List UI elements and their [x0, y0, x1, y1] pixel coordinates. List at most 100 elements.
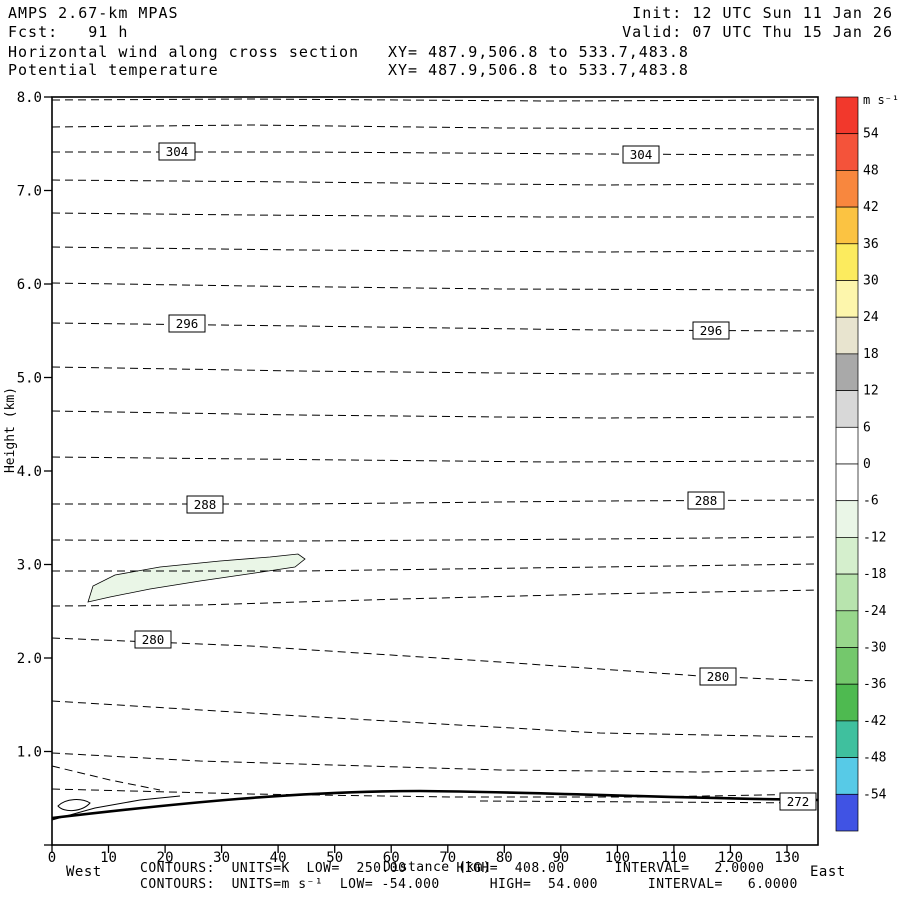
colorbar-labels: m s⁻¹ 54 48 42 36 30 24 18 12 6 0 -6 -12…	[863, 93, 899, 802]
colorbar-tick: -42	[863, 714, 886, 729]
colorbar-cell	[835, 133, 859, 171]
contour-info-wind: CONTOURS: UNITS=m s⁻¹ LOW= -54.000 HIGH=…	[140, 877, 798, 892]
contour-label-text: 304	[630, 147, 653, 162]
colorbar-cell	[835, 647, 859, 685]
x-tick-label: 20	[157, 850, 174, 866]
contour-label-text: 280	[707, 669, 730, 684]
contour-label: 304	[622, 145, 660, 164]
field-name-theta: Potential temperature	[8, 61, 219, 79]
colorbar-tick: -36	[863, 677, 886, 692]
contour-label: 304	[158, 142, 196, 161]
colorbar-cell	[835, 793, 859, 832]
y-tick-label: 2.0	[17, 651, 42, 667]
colorbar-unit: m s⁻¹	[863, 93, 899, 107]
colorbar-cell	[835, 500, 859, 538]
colorbar-tick: -6	[863, 494, 879, 509]
colorbar-tick: 0	[863, 457, 871, 472]
theta-contour-line	[479, 800, 819, 804]
theta-contour-line	[51, 765, 161, 791]
colorbar-cell	[835, 720, 859, 758]
field-name-wind: Horizontal wind along cross section	[8, 43, 360, 61]
theta-contour-labels: 304 304 296 296 288 288	[134, 142, 817, 811]
x-tick-label: 80	[496, 850, 513, 866]
contour-label-text: 296	[176, 316, 199, 331]
colorbar-tick: 36	[863, 237, 879, 252]
east-label: East	[810, 864, 846, 880]
x-tick-label: 60	[383, 850, 400, 866]
colorbar-tick: 42	[863, 200, 879, 215]
colorbar-cell	[835, 96, 859, 135]
surface-minor-line	[51, 795, 181, 821]
x-tick-label: 120	[718, 850, 743, 866]
x-tick-label: 90	[552, 850, 569, 866]
y-axis	[44, 96, 52, 846]
theta-contour-lines	[51, 98, 819, 804]
colorbar-cell	[835, 573, 859, 612]
contour-label-text: 280	[142, 632, 165, 647]
contour-label: 272	[779, 792, 817, 811]
contour-label-text: 272	[787, 794, 810, 809]
colorbar-cell	[835, 610, 859, 648]
contour-label-text: 288	[194, 497, 217, 512]
terrain-line	[51, 789, 819, 820]
x-axis	[51, 845, 788, 853]
x-tick-label: 30	[213, 850, 230, 866]
xy-range-wind: XY= 487.9,506.8 to 533.7,483.8	[388, 43, 689, 61]
y-axis-title: Height (km)	[3, 387, 18, 473]
x-axis-title: Distance (km)	[383, 860, 492, 875]
theta-contour-line	[51, 536, 819, 542]
wind-shaded-region	[87, 553, 306, 603]
contour-label-text: 296	[700, 323, 723, 338]
y-tick-label: 4.0	[17, 464, 42, 480]
x-tick-label: 40	[270, 850, 287, 866]
contour-label: 296	[168, 314, 206, 333]
theta-contour-line	[51, 700, 819, 738]
colorbar-tick: 12	[863, 384, 879, 399]
colorbar-tick: -18	[863, 567, 886, 582]
x-tick-label: 0	[48, 850, 56, 866]
colorbar-tick: 6	[863, 420, 871, 435]
colorbar-tick: -24	[863, 604, 887, 619]
colorbar-cell	[835, 537, 859, 575]
contour-label: 280	[699, 667, 737, 686]
plot-frame	[51, 96, 819, 846]
x-tick-label: 130	[774, 850, 799, 866]
theta-contour-line	[51, 788, 819, 798]
contour-label: 280	[134, 630, 172, 649]
y-tick-label: 8.0	[17, 90, 42, 106]
colorbar-cell	[835, 426, 859, 465]
contour-info-theta: CONTOURS: UNITS=K LOW= 250.00 HIGH= 408.…	[140, 861, 765, 876]
colorbar-cell	[835, 463, 859, 502]
west-label: West	[66, 864, 102, 880]
theta-contour-line	[51, 212, 818, 218]
theta-contour-line	[51, 637, 819, 682]
x-tick-label: 50	[326, 850, 343, 866]
theta-contour-line	[51, 246, 819, 253]
x-tick-label: 10	[100, 850, 117, 866]
y-tick-label: 3.0	[17, 558, 42, 574]
surface-detail-contours	[51, 795, 181, 821]
contour-label: 296	[692, 321, 730, 340]
colorbar-cell	[835, 390, 859, 428]
colorbar-tick: -12	[863, 530, 886, 545]
colorbar-tick: 18	[863, 347, 879, 362]
x-tick-label: 110	[661, 850, 686, 866]
theta-contour-line	[51, 752, 819, 773]
y-tick-label: 1.0	[17, 745, 42, 761]
theta-contour-line	[51, 410, 819, 419]
colorbar-cell	[835, 757, 859, 795]
valid-time: Valid: 07 UTC Thu 15 Jan 26	[622, 23, 893, 41]
theta-contour-line	[51, 282, 819, 291]
theta-contour-line	[51, 124, 819, 130]
colorbar-cell	[835, 206, 859, 245]
y-tick-label: 5.0	[17, 371, 42, 387]
model-title: AMPS 2.67-km MPAS	[8, 4, 179, 22]
x-tick-label: 70	[439, 850, 456, 866]
colorbar-cell	[835, 316, 859, 355]
colorbar-cell	[835, 280, 859, 318]
colorbar-tick: 48	[863, 163, 879, 178]
init-time: Init: 12 UTC Sun 11 Jan 26	[632, 4, 893, 22]
contour-label-text: 288	[695, 493, 718, 508]
